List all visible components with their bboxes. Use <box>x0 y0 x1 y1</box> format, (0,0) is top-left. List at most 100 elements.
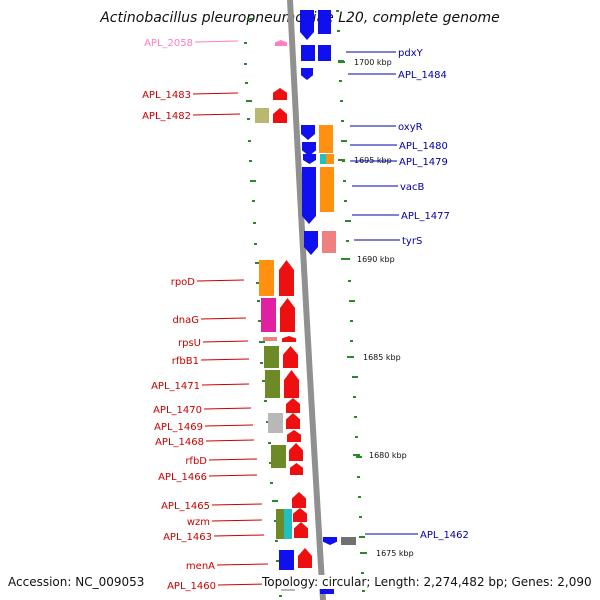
gene-label-tyrs: tyrS <box>402 236 422 247</box>
gene-label-apl-1482: APL_1482 <box>142 111 191 122</box>
label-leader-line <box>211 503 263 506</box>
label-leader-line <box>211 519 263 522</box>
scale-tick <box>359 536 365 538</box>
scale-tick <box>249 160 252 162</box>
gene-arrow-rfbd <box>289 443 303 461</box>
gene-label-rfbd: rfbD <box>185 456 207 467</box>
scale-tick <box>252 200 255 202</box>
gene-label-apl-1479: APL_1479 <box>399 157 448 168</box>
scale-tick <box>247 118 250 120</box>
scale-tick <box>274 520 277 522</box>
scale-tick <box>245 82 248 84</box>
kbp-tick <box>353 454 360 456</box>
gene-box-top <box>318 10 331 34</box>
label-leader-line <box>204 424 254 427</box>
gene-box-apl1479b <box>326 154 334 164</box>
label-leader-line <box>200 358 250 361</box>
kbp-tick <box>347 356 354 358</box>
gene-box-rfbd <box>271 445 286 468</box>
gene-label-rpod: rpoD <box>171 277 196 288</box>
kbp-label: 1675 kbp <box>376 549 414 558</box>
kbp-tick <box>338 159 345 161</box>
kbp-tick <box>360 552 367 554</box>
scale-tick <box>339 80 342 82</box>
label-leader-line <box>208 458 258 461</box>
kbp-label: 1700 kbp <box>354 58 392 67</box>
scale-tick <box>279 595 282 597</box>
scale-tick <box>341 140 347 142</box>
scale-tick <box>350 340 353 342</box>
gene-label-apl-1463: APL_1463 <box>163 532 212 543</box>
scale-tick <box>359 516 362 518</box>
scale-tick <box>336 10 339 12</box>
gene-arrow-apl1471 <box>284 370 299 398</box>
kbp-tick <box>338 61 345 63</box>
gene-box-apl1469 <box>268 413 283 433</box>
label-leader-line <box>216 563 269 566</box>
scale-tick <box>362 590 365 592</box>
genome-summary-text: Topology: circular; Length: 2,274,482 bp… <box>262 575 592 589</box>
label-leader-line <box>213 534 265 537</box>
gene-arrow-apl2058 <box>275 40 287 46</box>
scale-tick <box>253 222 256 224</box>
gene-label-apl-1480: APL_1480 <box>399 141 448 152</box>
gene-arrow-apl1483 <box>273 88 287 100</box>
scale-tick <box>269 462 272 464</box>
scale-tick <box>246 100 252 102</box>
gene-arrow-vacb <box>302 167 316 224</box>
gene-label-apl-1484: APL_1484 <box>398 70 447 81</box>
kbp-label: 1690 kbp <box>357 255 395 264</box>
scale-tick <box>258 320 261 322</box>
scale-tick <box>348 280 351 282</box>
genome-backbone <box>287 0 326 600</box>
scale-tick <box>257 300 260 302</box>
scale-tick <box>254 243 257 245</box>
gene-label-apl-1460: APL_1460 <box>167 581 216 592</box>
scale-tick <box>260 362 263 364</box>
gene-label-apl-1468: APL_1468 <box>155 437 204 448</box>
scale-tick <box>347 258 350 260</box>
scale-tick <box>344 200 347 202</box>
label-leader-line <box>192 113 241 116</box>
gene-arrow-apl1469 <box>286 413 300 429</box>
scale-tick <box>346 240 349 242</box>
scale-tick <box>244 42 247 44</box>
scale-tick <box>268 442 271 444</box>
gene-arrow-apl1468 <box>287 430 301 442</box>
gene-label-apl-1465: APL_1465 <box>161 501 210 512</box>
scale-tick <box>340 100 343 102</box>
gene-arrow-apl1479 <box>303 154 316 164</box>
scale-tick <box>256 282 259 284</box>
scale-tick <box>244 63 247 65</box>
gene-arrow-apl1462 <box>323 537 337 545</box>
gene-box-apl1482 <box>255 108 269 123</box>
label-leader-line <box>200 317 247 320</box>
scale-tick <box>358 496 361 498</box>
gene-box-tyrs <box>322 231 336 253</box>
scale-tick <box>272 500 278 502</box>
gene-arrow-mena <box>298 548 312 568</box>
gene-box-rpsu <box>263 337 277 341</box>
scale-tick <box>343 180 346 182</box>
gene-arrow-apl1482b <box>273 108 287 123</box>
gene-label-rpsu: rpsU <box>178 338 201 349</box>
scale-tick <box>276 560 279 562</box>
gene-label-apl-2058: APL_2058 <box>144 38 193 49</box>
gene-label-apl-1471: APL_1471 <box>151 381 200 392</box>
label-leader-line <box>203 407 252 410</box>
scale-tick <box>356 456 362 458</box>
scale-tick <box>255 262 261 264</box>
scale-tick <box>355 436 358 438</box>
scale-tick <box>353 396 356 398</box>
gene-box-mena <box>279 550 294 570</box>
gene-arrow-apl1480 <box>302 142 316 156</box>
gene-arrow-wzm <box>293 508 307 522</box>
gene-label-vacb: vacB <box>400 182 425 193</box>
scale-tick <box>357 476 360 478</box>
scale-tick <box>352 376 358 378</box>
gene-label-apl-1462: APL_1462 <box>420 530 469 541</box>
gene-arrow-top <box>300 10 314 40</box>
gene-arrow-tyrs <box>304 231 318 255</box>
label-leader-line <box>208 474 258 477</box>
gene-label-apl-1477: APL_1477 <box>401 211 450 222</box>
